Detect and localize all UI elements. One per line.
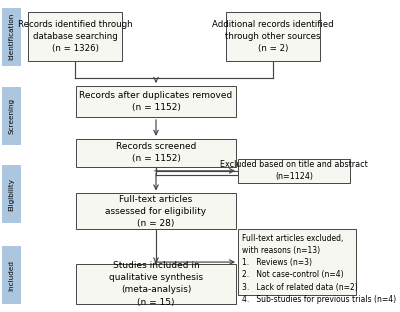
- Bar: [226, 12, 320, 61]
- Text: Records screened
(n = 1152): Records screened (n = 1152): [116, 142, 196, 163]
- Text: Identification: Identification: [9, 13, 15, 60]
- Text: Full-text articles excluded,
with reasons (n=13)
1.   Reviews (n=3)
2.   Not cas: Full-text articles excluded, with reason…: [242, 234, 396, 304]
- Text: Screening: Screening: [9, 98, 15, 134]
- Text: Records identified through
database searching
(n = 1326): Records identified through database sear…: [18, 20, 132, 53]
- Bar: [28, 12, 122, 61]
- Text: Excluded based on title and abstract
(n=1124): Excluded based on title and abstract (n=…: [220, 160, 368, 181]
- Text: Eligibility: Eligibility: [9, 178, 15, 211]
- Bar: [76, 264, 236, 304]
- Bar: [2, 87, 21, 145]
- Text: Full-text articles
assessed for eligibility
(n = 28): Full-text articles assessed for eligibil…: [106, 195, 206, 228]
- Bar: [76, 139, 236, 167]
- Bar: [76, 86, 236, 117]
- Bar: [2, 246, 21, 304]
- Bar: [238, 159, 350, 183]
- Text: Studies included in
qualitative synthesis
(meta-analysis)
(n = 15): Studies included in qualitative synthesi…: [109, 261, 203, 307]
- Bar: [238, 229, 356, 295]
- Text: Records after duplicates removed
(n = 1152): Records after duplicates removed (n = 11…: [79, 91, 233, 112]
- Bar: [2, 165, 21, 223]
- Bar: [76, 193, 236, 229]
- Text: Additional records identified
through other sources
(n = 2): Additional records identified through ot…: [212, 20, 334, 53]
- Bar: [2, 8, 21, 66]
- Text: Included: Included: [9, 260, 15, 291]
